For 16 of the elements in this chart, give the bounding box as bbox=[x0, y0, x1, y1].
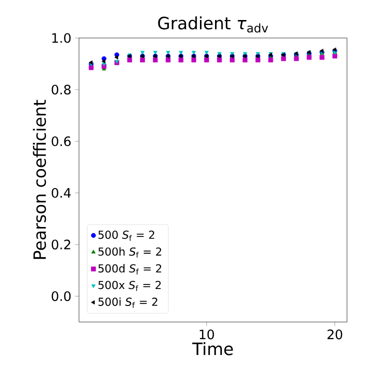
legend-label: 500h S$_{f}$ = 2 bbox=[98, 247, 162, 258]
x-tick-label: 10 bbox=[200, 330, 214, 340]
y-tick-label: 1.0 bbox=[52, 33, 71, 43]
y-tick-label: 0.0 bbox=[52, 291, 71, 302]
legend-label: 500 S$_{f}$ = 2 bbox=[98, 230, 154, 241]
x-axis-title: Time bbox=[192, 342, 233, 356]
y-tick-label: 0.2 bbox=[52, 240, 70, 250]
legend-label: 500d S$_{f}$ = 2 bbox=[98, 264, 162, 274]
x-tick-label: 20 bbox=[328, 330, 342, 340]
y-tick-label: 0.4 bbox=[52, 188, 71, 198]
legend-label: 500x S$_{f}$ = 2 bbox=[98, 280, 161, 292]
y-tick-label: 0.8 bbox=[52, 84, 71, 95]
y-axis-title: Pearson coefficient bbox=[32, 100, 46, 259]
y-tick-label: 0.6 bbox=[52, 136, 71, 146]
chart-title: Gradient τ$_{adv}$ bbox=[158, 16, 268, 33]
legend-label: 500i S$_{f}$ = 2 bbox=[98, 297, 158, 308]
